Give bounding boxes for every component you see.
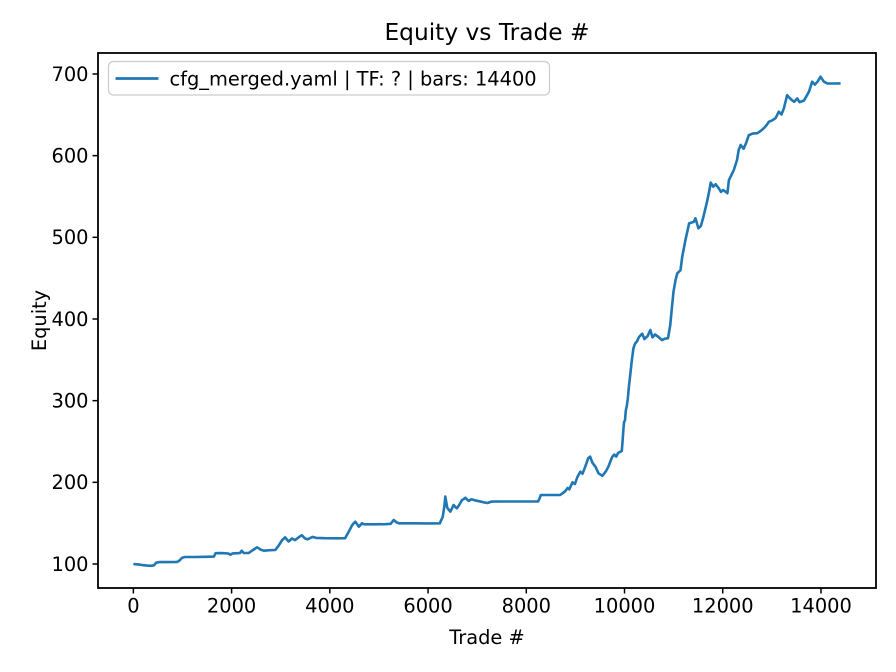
y-tick-label: 600	[51, 144, 88, 167]
x-tick-label: 8000	[502, 595, 551, 618]
x-tick-label: 10000	[594, 595, 656, 618]
plot-frame	[97, 52, 877, 589]
y-tick-label: 300	[51, 389, 88, 412]
x-tick-label: 0	[127, 595, 139, 618]
x-tick-label: 4000	[305, 595, 354, 618]
y-tick-label: 200	[51, 471, 88, 494]
y-tick-label: 100	[51, 553, 88, 576]
y-tick-label: 700	[51, 63, 88, 86]
legend-label: cfg_merged.yaml | TF: ? | bars: 14400	[170, 68, 537, 91]
chart-title: Equity vs Trade #	[384, 19, 589, 46]
x-tick-label: 6000	[403, 595, 452, 618]
y-tick-label: 500	[51, 226, 88, 249]
legend-box	[107, 60, 551, 96]
y-axis-label: Equity	[28, 290, 51, 351]
equity-line	[133, 75, 841, 568]
y-tick-label: 400	[51, 308, 88, 331]
x-axis-label: Trade #	[448, 626, 525, 649]
y-axis-ticks: 100 200 300 400 500 600 700	[51, 63, 98, 576]
x-tick-label: 14000	[790, 595, 852, 618]
x-tick-label: 12000	[692, 595, 754, 618]
x-axis-ticks: 0 2000 4000 6000 8000 10000 12000 14000	[127, 588, 852, 618]
legend: cfg_merged.yaml | TF: ? | bars: 14400	[107, 60, 551, 96]
x-tick-label: 2000	[207, 595, 256, 618]
